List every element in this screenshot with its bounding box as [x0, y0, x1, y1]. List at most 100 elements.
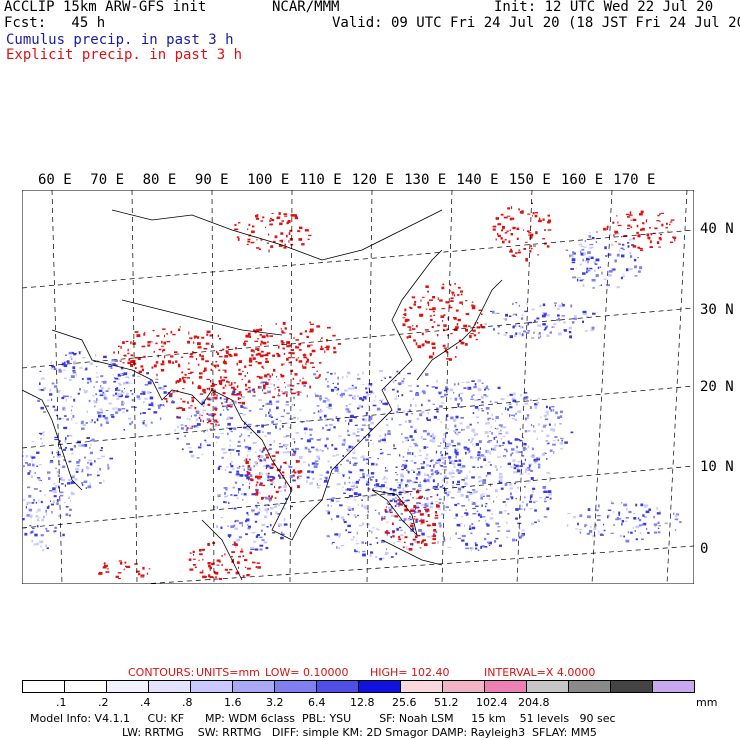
cumulus-cell	[353, 499, 357, 501]
explicit-cell	[457, 318, 461, 322]
cumulus-cell	[412, 397, 414, 401]
cumulus-cell	[330, 499, 334, 502]
cumulus-cell	[542, 486, 547, 489]
explicit-cell	[286, 394, 288, 397]
cumulus-cell	[336, 453, 340, 456]
cumulus-cell	[620, 276, 623, 280]
cumulus-cell	[410, 460, 413, 462]
cumulus-cell	[534, 405, 537, 409]
cumulus-cell	[220, 517, 223, 518]
cumulus-cell	[582, 258, 584, 262]
cumulus-cell	[538, 336, 540, 339]
cumulus-cell	[51, 365, 56, 369]
cumulus-cell	[657, 531, 661, 534]
explicit-cell	[227, 571, 230, 574]
cumulus-cell	[357, 395, 360, 398]
cumulus-cell	[386, 533, 388, 536]
cumulus-cell	[356, 531, 358, 535]
cumulus-cell	[442, 502, 444, 505]
cumulus-cell	[437, 445, 441, 447]
colorbar-swatch	[442, 680, 485, 693]
cumulus-cell	[469, 492, 473, 494]
cumulus-cell	[459, 392, 464, 395]
explicit-cell	[255, 214, 259, 218]
cumulus-cell	[607, 253, 612, 256]
explicit-cell	[606, 227, 609, 230]
cumulus-cell	[507, 408, 510, 411]
cumulus-cell	[369, 553, 372, 557]
explicit-cell	[277, 354, 281, 358]
explicit-cell	[547, 229, 552, 231]
cumulus-cell	[498, 433, 503, 435]
cumulus-cell	[519, 325, 522, 329]
cumulus-cell	[81, 444, 86, 447]
cumulus-cell	[533, 501, 536, 504]
cumulus-cell	[327, 535, 330, 538]
cumulus-cell	[489, 464, 492, 466]
cumulus-cell	[451, 470, 454, 472]
cumulus-cell	[586, 315, 589, 318]
cumulus-cell	[584, 524, 586, 528]
explicit-cell	[284, 489, 286, 492]
cumulus-cell	[559, 415, 563, 418]
explicit-cell	[166, 340, 171, 343]
cumulus-cell	[446, 480, 449, 483]
explicit-cell	[431, 342, 436, 345]
explicit-cell	[528, 234, 531, 236]
cumulus-cell	[368, 530, 371, 532]
cumulus-cell	[392, 380, 395, 384]
cumulus-cell	[213, 428, 216, 431]
explicit-cell	[231, 382, 233, 385]
cumulus-cell	[31, 456, 36, 459]
cumulus-cell	[220, 432, 224, 435]
cumulus-cell	[26, 501, 29, 503]
explicit-cell	[246, 243, 249, 246]
cumulus-cell	[52, 490, 57, 494]
cumulus-cell	[41, 518, 44, 522]
explicit-cell	[442, 344, 446, 347]
cumulus-cell	[495, 496, 498, 498]
cumulus-cell	[269, 479, 271, 481]
cumulus-cell	[267, 475, 270, 479]
cumulus-cell	[230, 525, 234, 528]
explicit-cell	[427, 290, 429, 293]
cumulus-cell	[233, 524, 236, 527]
explicit-cell	[433, 314, 436, 316]
cumulus-cell	[451, 485, 455, 489]
cumulus-cell	[523, 508, 526, 511]
explicit-cell	[243, 342, 247, 345]
cumulus-cell	[504, 456, 506, 458]
cumulus-cell	[578, 243, 583, 246]
cumulus-cell	[91, 419, 93, 422]
cumulus-cell	[590, 329, 594, 332]
cumulus-cell	[198, 413, 202, 417]
cumulus-cell	[536, 401, 540, 405]
cumulus-cell	[158, 383, 160, 386]
cumulus-cell	[322, 426, 324, 430]
explicit-cell	[271, 213, 274, 214]
explicit-cell	[430, 496, 433, 498]
cumulus-cell	[415, 428, 418, 430]
cumulus-cell	[120, 366, 124, 370]
cumulus-cell	[40, 545, 42, 548]
cumulus-cell	[370, 472, 375, 475]
cumulus-cell	[246, 511, 249, 515]
cumulus-cell	[345, 405, 348, 407]
colorbar-swatch	[148, 680, 191, 693]
explicit-cell	[267, 341, 269, 343]
cumulus-cell	[432, 434, 434, 437]
cumulus-cell	[362, 522, 365, 525]
cumulus-cell	[58, 370, 62, 373]
cumulus-cell	[610, 500, 612, 502]
cumulus-cell	[72, 370, 76, 372]
cumulus-cell	[639, 532, 642, 534]
explicit-cell	[416, 497, 418, 499]
cumulus-cell	[348, 495, 353, 498]
cumulus-cell	[395, 552, 398, 555]
explicit-cell	[408, 548, 413, 551]
cumulus-cell	[597, 504, 600, 508]
explicit-cell	[262, 484, 266, 487]
cumulus-cell	[417, 511, 421, 513]
cumulus-cell	[542, 491, 545, 493]
explicit-cell	[237, 402, 241, 404]
